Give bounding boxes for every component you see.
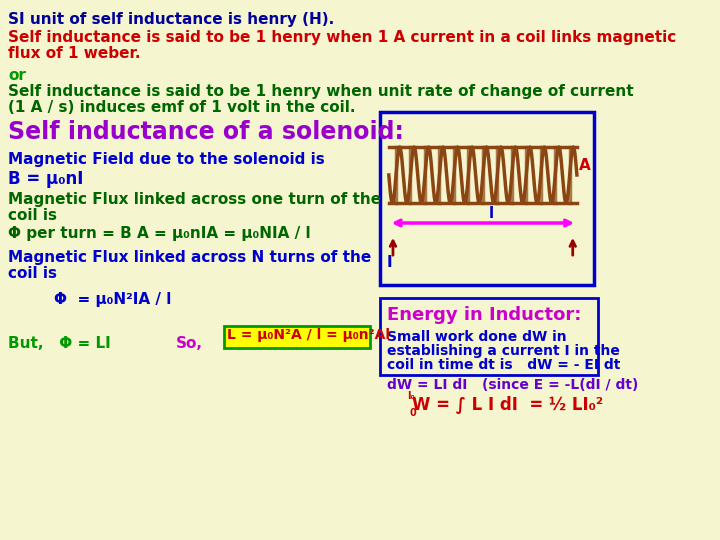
Text: l: l (489, 206, 494, 221)
Text: (1 A / s) induces emf of 1 volt in the coil.: (1 A / s) induces emf of 1 volt in the c… (9, 100, 356, 115)
Text: Φ  = μ₀N²IA / l: Φ = μ₀N²IA / l (54, 292, 172, 307)
Text: Self inductance of a solenoid:: Self inductance of a solenoid: (9, 120, 404, 144)
Bar (380, 298, 598, 375)
Text: or: or (9, 68, 26, 83)
Text: coil is: coil is (9, 208, 58, 223)
Text: So,: So, (176, 336, 202, 351)
Text: Φ per turn = B A = μ₀nIA = μ₀NIA / l: Φ per turn = B A = μ₀nIA = μ₀NIA / l (9, 226, 311, 241)
Text: 0: 0 (410, 408, 416, 418)
Text: B = μ₀nI: B = μ₀nI (9, 170, 84, 188)
Text: I: I (387, 255, 392, 270)
Text: flux of 1 weber.: flux of 1 weber. (9, 46, 141, 61)
Text: Magnetic Field due to the solenoid is: Magnetic Field due to the solenoid is (9, 152, 325, 167)
Bar (224, 326, 370, 348)
Text: Magnetic Flux linked across one turn of the: Magnetic Flux linked across one turn of … (9, 192, 382, 207)
Bar (380, 112, 593, 285)
Text: coil in time dt is   dW = - EI dt: coil in time dt is dW = - EI dt (387, 358, 621, 372)
Text: A: A (579, 158, 590, 172)
Text: L = μ₀N²A / l = μ₀n²Al: L = μ₀N²A / l = μ₀n²Al (228, 328, 390, 342)
Text: establishing a current I in the: establishing a current I in the (387, 344, 620, 358)
Text: SI unit of self inductance is henry (H).: SI unit of self inductance is henry (H). (9, 12, 335, 27)
Text: coil is: coil is (9, 266, 58, 281)
Text: dW = LI dI   (since E = -L(dI / dt): dW = LI dI (since E = -L(dI / dt) (387, 378, 639, 392)
Text: Small work done dW in: Small work done dW in (387, 330, 567, 344)
Text: But,   Φ = LI: But, Φ = LI (9, 336, 111, 351)
Text: W = ∫ L I dI  = ½ LI₀²: W = ∫ L I dI = ½ LI₀² (413, 395, 603, 413)
Text: Energy in Inductor:: Energy in Inductor: (387, 306, 582, 324)
Text: Self inductance is said to be 1 henry when unit rate of change of current: Self inductance is said to be 1 henry wh… (9, 84, 634, 99)
Text: I₀: I₀ (408, 391, 415, 401)
Text: Self inductance is said to be 1 henry when 1 A current in a coil links magnetic: Self inductance is said to be 1 henry wh… (9, 30, 677, 45)
Text: Magnetic Flux linked across N turns of the: Magnetic Flux linked across N turns of t… (9, 250, 372, 265)
